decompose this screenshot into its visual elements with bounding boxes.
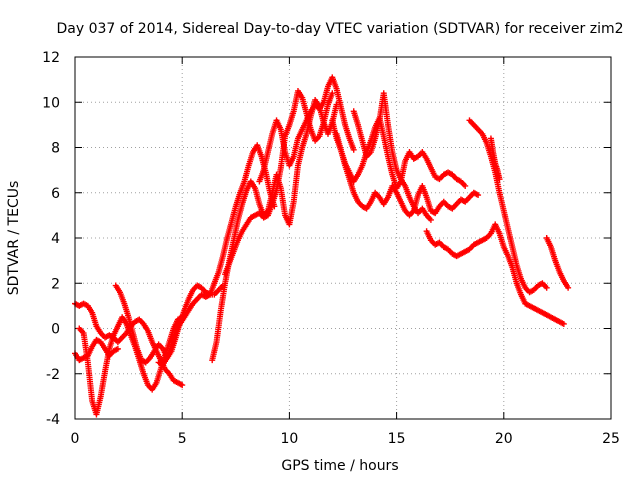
plot-frame	[74, 56, 612, 420]
x-tick-label: 20	[495, 431, 513, 447]
series-track-13	[466, 117, 550, 296]
y-axis-label: SDTVAR / TECUs	[6, 181, 22, 296]
series-track-7	[222, 87, 336, 278]
series-track-10	[333, 130, 482, 219]
x-tick-label: 5	[178, 431, 187, 447]
y-tick-label: 2	[51, 276, 60, 292]
x-tick-label: 15	[388, 431, 406, 447]
data-point-marker	[462, 182, 469, 189]
series-track-14	[487, 135, 503, 183]
series-track-8	[256, 74, 357, 185]
data-point-marker	[543, 284, 550, 291]
data-point-marker	[329, 90, 336, 97]
series-track-3	[76, 314, 186, 418]
x-tick-label: 0	[71, 431, 80, 447]
data-point-marker	[350, 146, 357, 153]
x-axis-label: GPS time / hours	[281, 458, 398, 474]
tick-labels: 0 5 10 15 20 25 -4 -2 0 2 4 6 8 10 12	[42, 50, 620, 447]
data-point-marker	[475, 192, 482, 199]
y-tick-label: 6	[51, 186, 60, 202]
chart-title: Day 037 of 2014, Sidereal Day-to-day VTE…	[57, 21, 624, 37]
x-tick-label: 25	[602, 431, 620, 447]
series-track-12	[423, 221, 567, 327]
y-tick-label: 4	[51, 231, 60, 247]
y-tick-label: -4	[46, 412, 60, 428]
y-tick-label: 0	[51, 322, 60, 338]
data-point-marker	[560, 320, 567, 327]
data-point-marker	[496, 176, 503, 183]
plot-series	[72, 74, 572, 418]
data-point-marker	[427, 216, 434, 223]
series-track-11	[350, 90, 434, 223]
y-tick-label: 8	[51, 141, 60, 157]
y-tick-label: 10	[42, 95, 60, 111]
y-tick-label: -2	[46, 367, 60, 383]
data-point-marker	[565, 284, 572, 291]
data-point-marker	[114, 345, 121, 352]
series-track-6	[209, 96, 340, 364]
series-track-15	[543, 235, 572, 291]
x-tick-label: 10	[280, 431, 298, 447]
y-tick-label: 12	[42, 50, 60, 66]
data-point-marker	[179, 382, 186, 389]
